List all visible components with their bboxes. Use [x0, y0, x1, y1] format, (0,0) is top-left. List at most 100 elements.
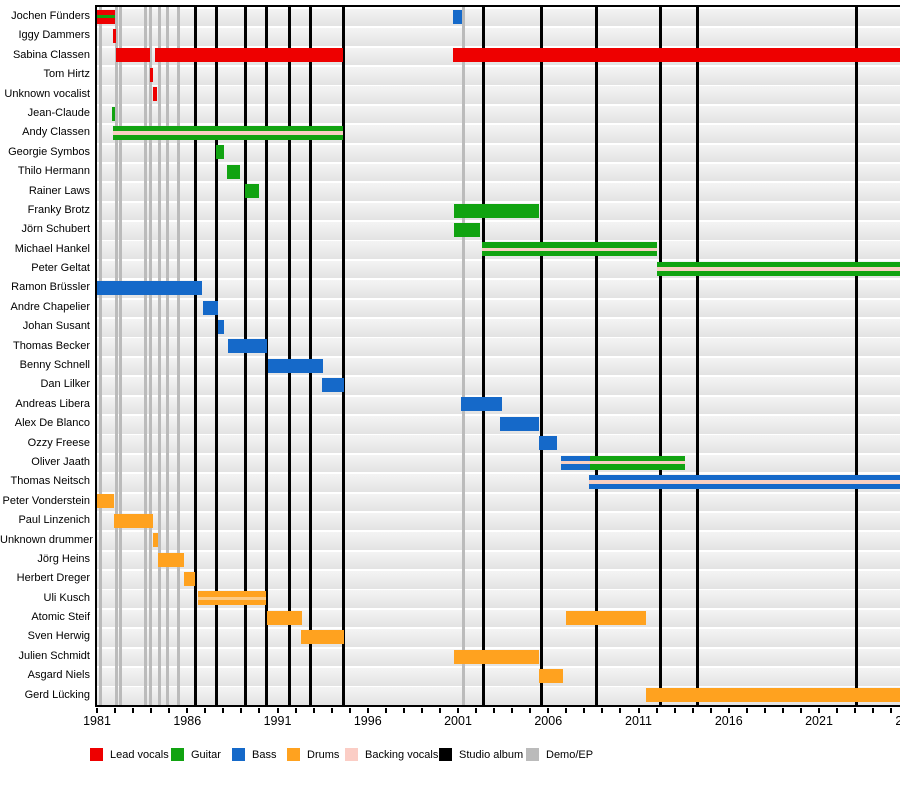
- studio-album-line: [309, 7, 313, 705]
- member-bar: [499, 416, 540, 431]
- row-band: [97, 493, 900, 512]
- row-band: [97, 629, 900, 647]
- x-tick-label: 1991: [263, 714, 292, 728]
- member-label: Dan Lilker: [40, 378, 90, 391]
- demo-ep-line: [177, 7, 181, 705]
- studio-album-line: [595, 7, 599, 705]
- x-axis-tick: [565, 708, 568, 713]
- member-bar: [152, 533, 159, 548]
- x-axis-tick: [799, 708, 802, 713]
- member-bar: [589, 455, 686, 470]
- legend-item: Lead vocals: [90, 746, 169, 762]
- member-label: Benny Schnell: [19, 359, 90, 371]
- member-label: Unknown drummer: [0, 533, 93, 546]
- member-bar: [245, 184, 260, 199]
- x-axis-tick: [727, 708, 730, 713]
- x-axis-tick: [818, 708, 820, 713]
- studio-album-line: [481, 7, 485, 705]
- member-bar: [321, 378, 345, 393]
- member-label: Johan Susant: [22, 320, 90, 333]
- member-bar: [566, 610, 646, 625]
- row-band: [97, 66, 900, 85]
- x-axis-tick: [366, 708, 369, 713]
- x-axis-tick: [276, 708, 279, 713]
- legend-swatch: [232, 748, 245, 762]
- member-bar: [97, 281, 202, 296]
- legend-item: Backing vocals: [345, 746, 438, 762]
- studio-album-line: [265, 7, 269, 705]
- member-bar: [154, 48, 344, 63]
- member-bar: [97, 9, 116, 24]
- member-bar: [111, 106, 115, 121]
- x-axis: 1981 1986 1991 1996 2001 2006 2011 2016 2021 2026: [83, 708, 900, 734]
- x-axis-tick: [168, 708, 171, 713]
- row-band: [97, 551, 900, 570]
- member-bar: [539, 668, 563, 683]
- x-axis-tick: [96, 708, 98, 713]
- x-axis-tick: [763, 708, 766, 713]
- member-bar: [645, 688, 900, 703]
- member-label: Ozzy Freese: [27, 436, 90, 449]
- member-label: Uli Kusch: [43, 591, 90, 604]
- x-tick-label: 1986: [173, 714, 202, 728]
- member-bar: [266, 610, 302, 625]
- legend-swatch: [345, 748, 358, 762]
- studio-album-line: [243, 7, 247, 705]
- member-label: Atomic Steif: [31, 611, 90, 624]
- member-label: Sabina Classen: [12, 48, 90, 61]
- x-tick-label: 1981: [83, 714, 111, 728]
- member-label: Peter Geltat: [31, 262, 90, 275]
- member-bar: [113, 126, 344, 141]
- member-label: Jörg Heins: [37, 552, 90, 565]
- member-label: Thomas Becker: [12, 339, 90, 352]
- legend-swatch: [439, 748, 452, 762]
- x-axis-tick: [222, 708, 225, 713]
- member-bar: [453, 48, 900, 63]
- row-band: [97, 86, 900, 104]
- x-axis-tick: [114, 708, 117, 713]
- member-label: Julien Schmidt: [18, 649, 90, 662]
- studio-album-line: [193, 7, 197, 705]
- x-axis-tick: [781, 708, 784, 713]
- member-bar: [453, 9, 462, 24]
- member-bar: [482, 242, 657, 257]
- row-band: [97, 435, 900, 453]
- member-label: Asgard Niels: [27, 669, 90, 682]
- member-bar: [183, 571, 196, 586]
- member-bar: [560, 455, 590, 470]
- row-band: [97, 338, 900, 356]
- row-band: [97, 163, 900, 182]
- legend-item: Guitar: [171, 746, 221, 762]
- x-axis-tick: [583, 708, 586, 713]
- demo-ep-line: [149, 7, 153, 705]
- member-label: Jörn Schubert: [21, 223, 90, 236]
- x-tick-label: 2016: [714, 714, 743, 728]
- plot-left-border: [95, 5, 97, 707]
- legend-item: Drums: [287, 746, 339, 762]
- studio-album-line: [214, 7, 218, 705]
- member-label: Jean-Claude: [27, 106, 90, 119]
- x-tick-label: 2026: [895, 714, 900, 728]
- x-axis-tick: [655, 708, 658, 713]
- member-bar: [454, 203, 540, 218]
- member-labels: Jochen Fünders Iggy Dammers Sabina Classen…: [0, 7, 93, 705]
- row-band: [97, 668, 900, 686]
- x-axis-tick: [402, 708, 405, 713]
- row-band: [97, 415, 900, 434]
- legend-label: Drums: [307, 748, 340, 761]
- demo-ep-line: [166, 7, 170, 705]
- x-axis-tick: [457, 708, 459, 713]
- x-axis-tick: [890, 708, 893, 713]
- member-label: Thomas Neitsch: [10, 475, 90, 488]
- member-bar: [150, 67, 154, 82]
- member-bar: [198, 591, 266, 606]
- x-axis-tick: [836, 708, 839, 713]
- x-axis-tick: [547, 708, 550, 713]
- legend-item: Studio album: [439, 746, 523, 762]
- studio-album-line: [287, 7, 291, 705]
- backing-vocals-stripe: [97, 14, 116, 19]
- studio-album-line: [341, 7, 345, 705]
- member-bar: [300, 630, 345, 645]
- member-bar: [97, 494, 115, 509]
